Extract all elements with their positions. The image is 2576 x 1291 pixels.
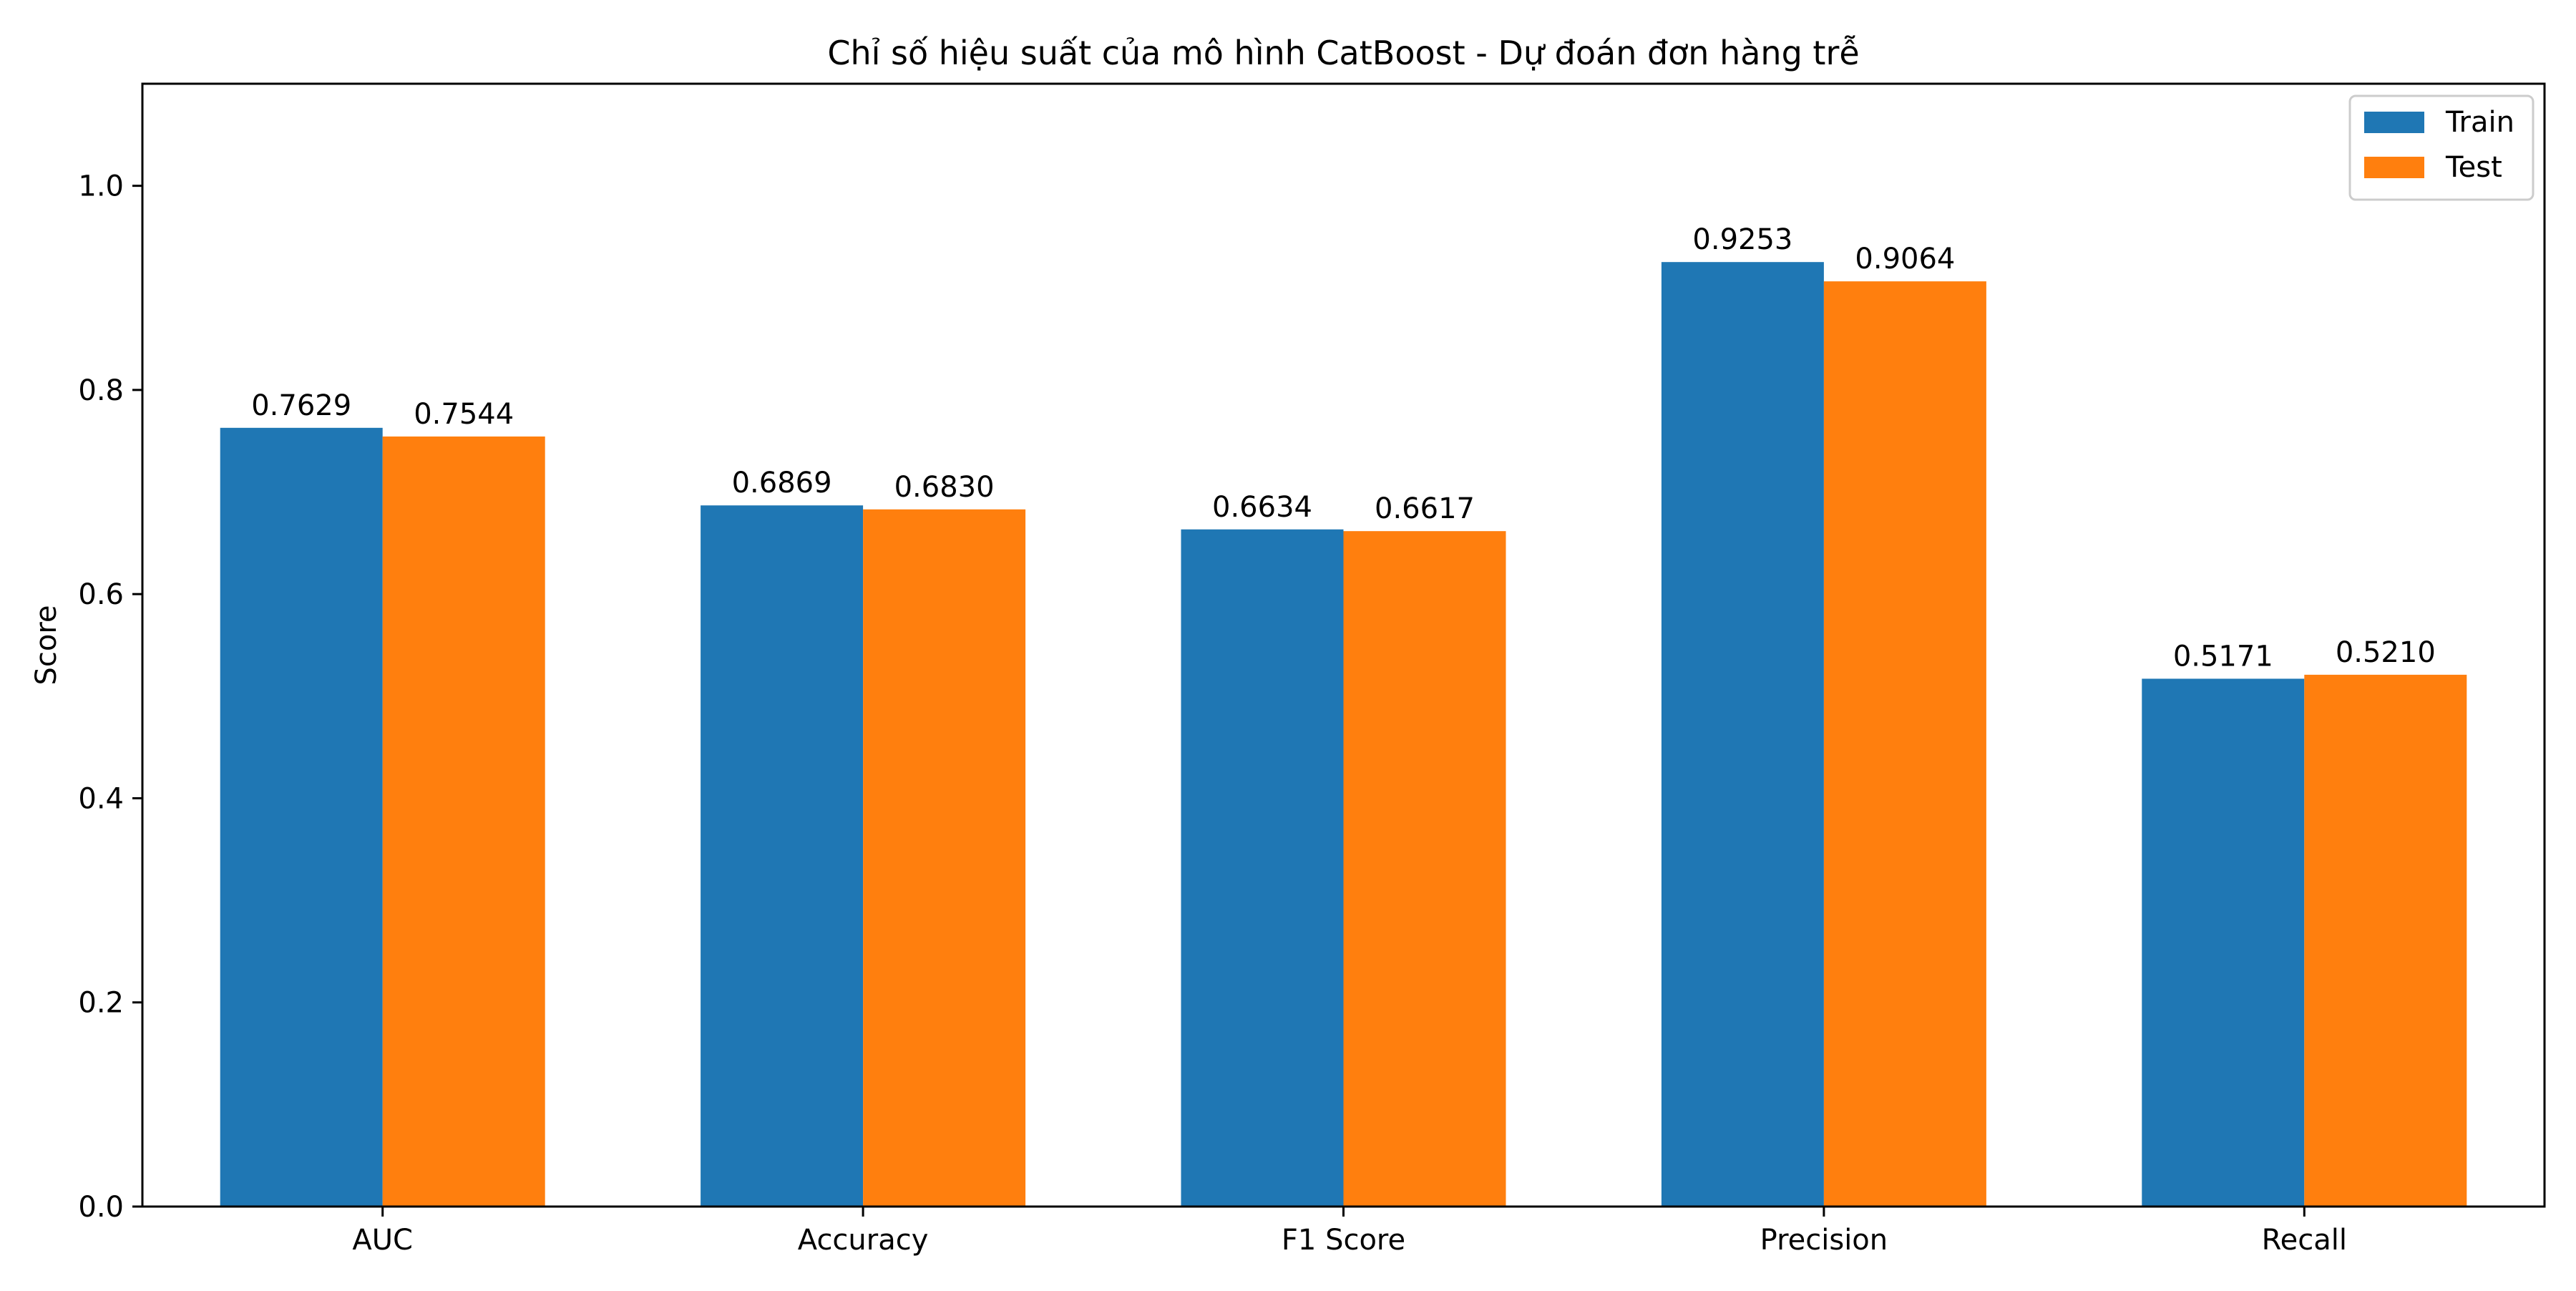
x-tick-label: AUC — [352, 1224, 413, 1257]
y-tick-label: 0.0 — [78, 1191, 124, 1224]
x-tick-label: Recall — [2262, 1224, 2347, 1257]
bar-value-label: 0.5210 — [2336, 636, 2436, 669]
x-tick-label: Precision — [1760, 1224, 1888, 1257]
bars-layer — [220, 262, 2467, 1207]
x-tick-label: F1 Score — [1282, 1224, 1405, 1257]
chart-title: Chỉ số hiệu suất của mô hình CatBoost - … — [827, 34, 1859, 72]
bar-labels-layer: 0.7629 0.7544 0.6869 0.6830 0.6634 0.6617 0.92… — [251, 223, 2436, 673]
bar-train-recall — [2142, 678, 2305, 1207]
bar-value-label: 0.9064 — [1855, 243, 1955, 276]
x-tick-label: Accuracy — [798, 1224, 929, 1257]
bar-train-f1-score — [1181, 529, 1344, 1207]
legend: Train Test — [2348, 94, 2534, 201]
y-tick-label: 0.2 — [78, 987, 124, 1020]
y-axis-label: Score — [30, 605, 63, 685]
y-tick-label: 1.0 — [78, 170, 124, 203]
bar-train-precision — [1661, 262, 1824, 1207]
x-axis: AUC Accuracy F1 Score Precision Recall — [352, 1207, 2347, 1257]
bar-test-precision — [1823, 281, 1986, 1207]
y-tick-label: 0.4 — [78, 782, 124, 815]
bar-value-label: 0.6830 — [894, 471, 995, 504]
bar-train-accuracy — [701, 505, 864, 1207]
y-axis: 0.0 0.2 0.4 0.6 0.8 1.0 — [78, 170, 142, 1224]
bar-test-f1-score — [1343, 531, 1506, 1207]
bar-value-label: 0.6634 — [1212, 491, 1312, 524]
bar-train-auc — [220, 427, 383, 1207]
bar-value-label: 0.9253 — [1692, 223, 1792, 256]
bar-value-label: 0.5171 — [2173, 640, 2273, 673]
legend-swatch-test — [2364, 157, 2424, 178]
bar-value-label: 0.7544 — [414, 398, 514, 431]
bar-test-recall — [2304, 674, 2467, 1207]
bar-test-accuracy — [863, 509, 1026, 1207]
bar-value-label: 0.7629 — [251, 389, 351, 422]
bar-test-auc — [382, 436, 545, 1207]
legend-label-train: Train — [2445, 106, 2514, 139]
legend-swatch-train — [2364, 112, 2424, 133]
y-tick-label: 0.6 — [78, 578, 124, 611]
bar-value-label: 0.6869 — [732, 467, 832, 500]
y-tick-label: 0.8 — [78, 374, 124, 407]
bar-value-label: 0.6617 — [1375, 492, 1475, 525]
legend-label-test: Test — [2445, 151, 2502, 184]
